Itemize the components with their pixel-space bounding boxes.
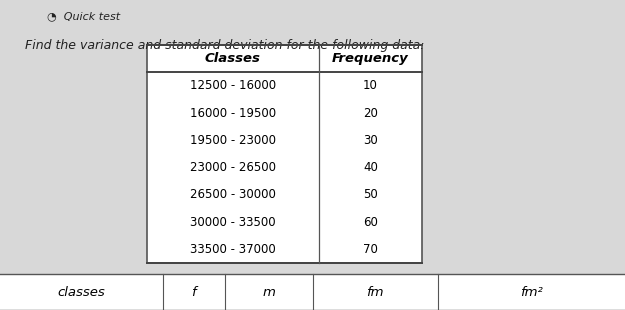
Text: 40: 40: [363, 161, 378, 174]
Text: fm²: fm²: [520, 286, 542, 299]
Text: 50: 50: [363, 188, 378, 202]
Text: 60: 60: [363, 216, 378, 229]
Text: 70: 70: [363, 243, 378, 256]
Text: 23000 - 26500: 23000 - 26500: [190, 161, 276, 174]
Text: Classes: Classes: [205, 52, 261, 65]
Text: f: f: [191, 286, 196, 299]
Text: 33500 - 37000: 33500 - 37000: [190, 243, 276, 256]
Text: 30000 - 33500: 30000 - 33500: [190, 216, 276, 229]
Text: 19500 - 23000: 19500 - 23000: [190, 134, 276, 147]
Text: classes: classes: [58, 286, 105, 299]
Text: ◔  Quick test: ◔ Quick test: [47, 11, 120, 21]
Text: Frequency: Frequency: [332, 52, 409, 65]
Text: m: m: [262, 286, 275, 299]
Text: 16000 - 19500: 16000 - 19500: [190, 107, 276, 120]
Text: 12500 - 16000: 12500 - 16000: [190, 79, 276, 92]
Text: 30: 30: [363, 134, 378, 147]
Text: 10: 10: [363, 79, 378, 92]
Text: 26500 - 30000: 26500 - 30000: [190, 188, 276, 202]
Text: fm: fm: [366, 286, 384, 299]
Text: 20: 20: [363, 107, 378, 120]
Text: Find the variance and standard deviation for the following data:: Find the variance and standard deviation…: [25, 39, 424, 52]
